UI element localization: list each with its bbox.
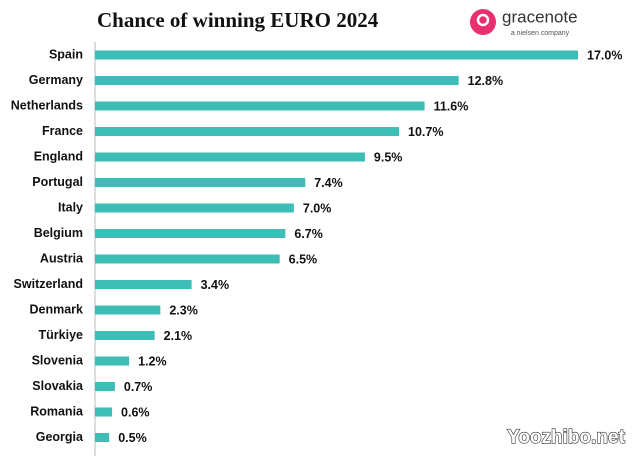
value-label: 0.7% [124, 380, 153, 394]
value-label: 1.2% [138, 354, 167, 368]
category-label: Türkiye [39, 328, 84, 342]
bar [95, 76, 459, 85]
category-label: Denmark [30, 302, 84, 316]
category-label: Slovenia [32, 353, 84, 367]
value-label: 7.4% [314, 176, 343, 190]
value-label: 17.0% [587, 48, 622, 62]
category-label: Netherlands [11, 98, 83, 112]
category-label: Belgium [34, 226, 83, 240]
category-label: Portugal [32, 175, 83, 189]
value-label: 6.5% [289, 252, 318, 266]
category-label: Georgia [36, 430, 84, 444]
bar [95, 127, 400, 136]
value-label: 9.5% [374, 150, 403, 164]
bar [95, 280, 192, 289]
bar [95, 407, 113, 417]
bar [95, 305, 161, 315]
value-label: 10.7% [408, 125, 443, 139]
bar [95, 433, 110, 442]
value-label: 0.6% [121, 405, 150, 419]
logo-icon-g [476, 13, 490, 27]
logo-icon [470, 9, 496, 35]
bar [95, 101, 425, 111]
category-label: Romania [30, 404, 84, 418]
bar [95, 382, 115, 391]
logo-tagline: a nielsen company [511, 30, 570, 37]
value-label: 2.1% [164, 329, 193, 343]
value-label: 11.6% [434, 99, 469, 113]
category-label: Italy [58, 200, 83, 214]
value-label: 6.7% [294, 227, 323, 241]
category-label: England [34, 149, 83, 163]
bar [95, 356, 130, 366]
category-label: Slovakia [32, 379, 84, 393]
bar [95, 254, 280, 264]
bar [95, 50, 578, 60]
watermark: Yoozhibo.net [507, 427, 626, 448]
category-label: Austria [40, 251, 84, 265]
category-label: France [42, 124, 83, 138]
bars: Spain 17.0% Germany 12.8% Netherlands 11.6% Fr… [11, 47, 623, 445]
bar [95, 203, 294, 213]
bar [95, 229, 286, 238]
bar [95, 331, 155, 340]
chart-title: Chance of winning EURO 2024 [97, 8, 379, 32]
category-label: Germany [29, 73, 83, 87]
value-label: 12.8% [468, 74, 503, 88]
value-label: 2.3% [169, 303, 198, 317]
logo-name: gracenote [502, 7, 578, 26]
bar [95, 178, 306, 187]
value-label: 7.0% [303, 201, 332, 215]
value-label: 0.5% [118, 431, 146, 445]
bar [95, 152, 365, 162]
category-label: Spain [49, 47, 83, 61]
category-label: Switzerland [14, 277, 83, 291]
value-label: 3.4% [201, 278, 230, 292]
